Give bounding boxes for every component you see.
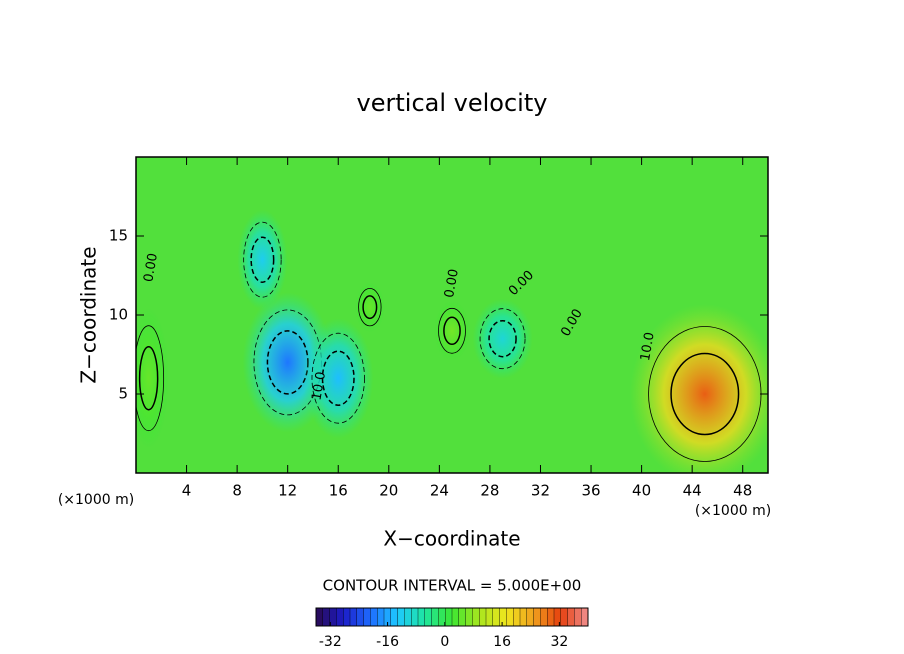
field-extremum [354, 282, 385, 333]
x-tick-label: 12 [278, 482, 297, 500]
y-tick-label: 10 [109, 306, 128, 324]
x-tick-label: 4 [182, 482, 192, 500]
colorbar-cell [377, 607, 385, 627]
colorbar-cell [513, 607, 521, 627]
contour-line [136, 325, 165, 432]
colorbar-cell [370, 607, 378, 627]
contour-label: 10.0 [309, 371, 329, 402]
contour-line [670, 352, 740, 436]
contour-label: 0.00 [442, 268, 462, 299]
colorbar-cell [574, 607, 582, 627]
contour-line [479, 308, 526, 370]
colorbar-cell [581, 607, 589, 627]
colorbar-cell [519, 607, 528, 627]
x-tick-label: 24 [430, 482, 449, 500]
field [136, 209, 768, 473]
field-extremum [472, 298, 533, 379]
contour-line [138, 345, 159, 411]
colorbar-cell [315, 607, 324, 627]
colorbar-cell [479, 607, 487, 627]
x-tick-label: 16 [329, 482, 348, 500]
contour-line [362, 295, 378, 320]
colorbar-cell [465, 607, 473, 627]
colorbar-cell [397, 607, 405, 627]
contour-label: 0.00 [141, 252, 161, 283]
contour-line [311, 332, 365, 424]
x-tick-label: 36 [581, 482, 600, 500]
colorbar-cell [363, 607, 371, 627]
field-extremum [629, 304, 768, 473]
x-tick-label: 20 [379, 482, 398, 500]
contour-interval: CONTOUR INTERVAL = 5.000E+00 [323, 577, 582, 595]
x-tick-label: 44 [683, 482, 702, 500]
y-tick-label: 5 [118, 385, 128, 403]
colorbar-cell [526, 607, 535, 627]
colorbar-cell [540, 607, 548, 627]
colorbar-tick-label: 16 [493, 634, 511, 650]
field-extremum [136, 308, 169, 449]
colorbar-cell [404, 607, 412, 627]
colorbar-cell [451, 607, 460, 627]
colorbar-cell [547, 607, 555, 627]
contour-line [243, 221, 282, 298]
x-tick-label: 28 [480, 482, 499, 500]
colorbar-cell [458, 607, 467, 627]
colorbar-cell [560, 607, 569, 627]
contour-line [358, 287, 382, 327]
colorbar-cell [424, 607, 433, 627]
colorbar-tick-label: -32 [319, 634, 342, 650]
colorbar-tick-label: 32 [550, 634, 568, 650]
colorbar-tick-label: 0 [440, 634, 449, 650]
colorbar-cell [492, 607, 501, 627]
chart-title: vertical velocity [357, 89, 548, 117]
field-extremum [434, 300, 470, 361]
colorbar-cell [499, 607, 507, 627]
colorbar-frame [315, 607, 589, 627]
colorbar-cell [336, 607, 344, 627]
colorbar-cell [445, 607, 453, 627]
x-tick-label: 40 [632, 482, 651, 500]
contour-line [438, 307, 466, 354]
colorbar-tick-label: -16 [376, 634, 399, 650]
field-extremum [237, 209, 288, 310]
contour-line [443, 316, 461, 346]
colorbar-cell [349, 607, 358, 627]
contour-line [488, 319, 517, 358]
colorbar-cell [485, 607, 494, 627]
x-tick-label: 8 [232, 482, 242, 500]
contour-line [250, 236, 275, 283]
colorbar-cell [343, 607, 351, 627]
colorbar-cell [533, 607, 541, 627]
contour-label: 10.0 [638, 331, 658, 362]
colorbar-cell [506, 607, 514, 627]
colorbar-cell [472, 607, 480, 627]
x-axis-label: X−coordinate [383, 527, 520, 551]
colorbar-cell [411, 607, 419, 627]
x-unit-left: (×1000 m) [58, 492, 134, 508]
y-axis-label: Z−coordinate [77, 246, 101, 383]
colorbar-cell [322, 607, 331, 627]
colorbar-cell [356, 607, 365, 627]
x-tick-label: 32 [531, 482, 550, 500]
y-tick-label: 15 [109, 227, 128, 245]
x-tick-label: 48 [733, 482, 752, 500]
colorbar-cell [567, 607, 575, 627]
colorbar-cell [553, 607, 562, 627]
x-unit-right: (×1000 m) [695, 503, 771, 519]
field-extremum [303, 318, 374, 439]
colorbar-cell [417, 607, 426, 627]
colorbar-cell [431, 607, 439, 627]
contour-line [321, 350, 355, 406]
colorbar-cell [390, 607, 399, 627]
